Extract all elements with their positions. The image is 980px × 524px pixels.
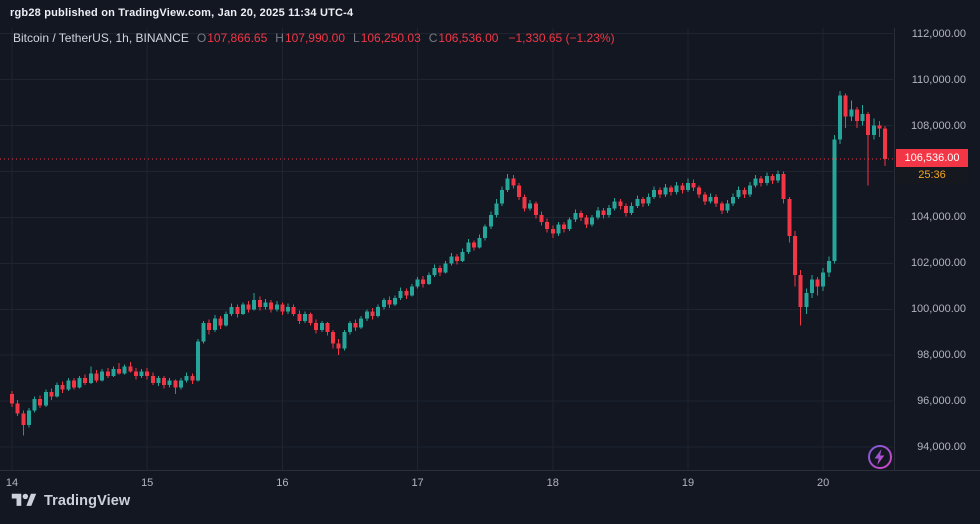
time-tick-label: 18 xyxy=(546,477,559,489)
time-tick-label: 14 xyxy=(5,477,19,489)
chart-legend: Bitcoin / TetherUS, 1h, BINANCE O107,866… xyxy=(13,31,615,45)
ohlc-low: L106,250.03 xyxy=(353,31,421,45)
brand-name: TradingView xyxy=(44,492,131,509)
ohlc-open: O107,866.65 xyxy=(196,31,268,45)
current-price-label: 106,536.00 xyxy=(896,149,968,168)
price-tick-label: 104,000.00 xyxy=(910,211,966,224)
time-tick-label: 20 xyxy=(817,477,830,489)
current-price-tag: 106,536.00 25:36 xyxy=(896,149,968,185)
time-tick-label: 15 xyxy=(141,477,154,489)
price-tick-label: 94,000.00 xyxy=(917,441,966,454)
ohlc-close: C106,536.00 xyxy=(428,31,499,45)
tradingview-branding[interactable]: TradingView xyxy=(11,491,130,510)
time-tick-label: 16 xyxy=(276,477,289,489)
tradingview-logo-icon xyxy=(11,491,37,510)
price-tick-label: 96,000.00 xyxy=(917,395,966,408)
price-tick-label: 102,000.00 xyxy=(910,257,966,270)
price-tick-label: 100,000.00 xyxy=(910,303,966,316)
time-axis[interactable]: 14 15 16 17 18 19 20 xyxy=(0,470,895,494)
change-value: −1,330.65 (−1.23%) xyxy=(508,31,615,45)
price-tick-label: 112,000.00 xyxy=(911,27,966,40)
price-axis[interactable]: 112,000.00 110,000.00 108,000.00 104,000.00… xyxy=(895,0,980,470)
price-tick-label: 110,000.00 xyxy=(911,73,966,86)
price-tick-label: 108,000.00 xyxy=(910,119,966,132)
boost-lightning-icon[interactable] xyxy=(866,443,894,471)
time-tick-label: 17 xyxy=(411,477,424,489)
ohlc-high: H107,990.00 xyxy=(275,31,345,45)
symbol-title[interactable]: Bitcoin / TetherUS, 1h, BINANCE xyxy=(13,31,189,45)
bar-countdown: 25:36 xyxy=(896,167,968,185)
attribution-text: rgb28 published on TradingView.com, Jan … xyxy=(10,7,354,19)
time-tick-label: 19 xyxy=(681,477,695,489)
price-tick-label: 98,000.00 xyxy=(917,349,966,362)
